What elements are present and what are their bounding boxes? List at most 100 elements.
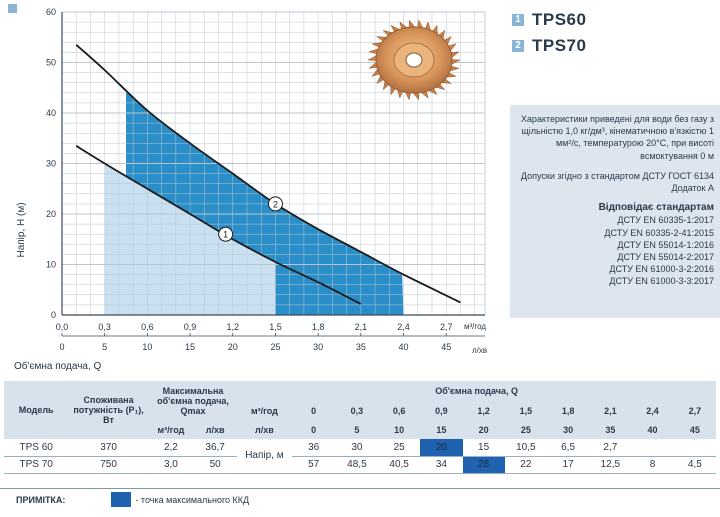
x-tick-label: 0,3 [98, 322, 111, 332]
head-cell: 6,5 [546, 439, 590, 457]
x2-tick-label: 10 [142, 342, 152, 352]
legend-item-tps60: 1 TPS60 [512, 10, 586, 30]
legend: 1 TPS60 2 TPS70 [512, 10, 586, 62]
head-cell: 15 [462, 439, 505, 457]
curve-marker-label: 1 [223, 230, 228, 240]
flow-lmin-cell: 15 [420, 420, 463, 439]
legend-label: TPS60 [532, 10, 587, 29]
flow-lmin-cell: 35 [589, 420, 632, 439]
head-cell: 36 [291, 439, 336, 457]
flow-m3-cell: 1,2 [462, 401, 505, 420]
head-label-cell: Напір, м [237, 439, 292, 474]
legend-number: 2 [512, 40, 524, 52]
performance-table: Модель Споживана потужність (P₁), Вт Мак… [4, 381, 716, 474]
curve-marker [267, 196, 283, 212]
curve-tps70 [75, 44, 461, 304]
x2-tick-label: 35 [356, 342, 366, 352]
performance-table-wrap: Модель Споживана потужність (P₁), Вт Мак… [4, 381, 716, 474]
flow-m3-cell: 0,6 [378, 401, 421, 420]
flow-lmin-cell: 20 [462, 420, 505, 439]
unit-lmin: л/хв [237, 420, 292, 439]
x2-tick-label: 30 [313, 342, 323, 352]
unit-m3: м³/год [237, 401, 292, 420]
x2-tick-label: 45 [441, 342, 451, 352]
head-cell: 25 [378, 439, 421, 457]
x2-unit-label: л/хв [472, 346, 487, 355]
flow-lmin-cell: 10 [378, 420, 421, 439]
head-cell: 48,5 [335, 456, 379, 474]
head-cell: 57 [291, 456, 336, 474]
curve-tps60 [75, 145, 362, 305]
x-axis-label: Об'ємна подача, Q [14, 360, 102, 372]
grid-lines [61, 11, 486, 316]
legend-number: 1 [512, 14, 524, 26]
legend-item-tps70: 2 TPS70 [512, 36, 586, 56]
x-tick-label: 2,4 [397, 322, 410, 332]
x-tick-label: 1,5 [269, 322, 282, 332]
curve-marker-label: 2 [273, 199, 278, 209]
flow-lmin-cell: 5 [335, 420, 379, 439]
x-tick-label: 0,0 [56, 322, 69, 332]
flow-m3-cell: 0,9 [420, 401, 463, 420]
standard-item: ДСТУ EN 61000-3-2:2016 [609, 264, 714, 275]
x2-tick-label: 20 [228, 342, 238, 352]
head-cell: 34 [420, 456, 463, 474]
x2-tick-label: 15 [185, 342, 195, 352]
x2-tick-label: 25 [270, 342, 280, 352]
flow-lmin-cell: 30 [546, 420, 590, 439]
qmax-m3-cell: 2,2 [148, 439, 194, 457]
y-tick-label: 50 [46, 58, 56, 68]
head-cell: 10,5 [504, 439, 547, 457]
qmax-m3-cell: 3,0 [148, 456, 194, 474]
x-tick-label: 1,8 [312, 322, 325, 332]
head-cell-max-efficiency: 20 [420, 439, 463, 457]
standard-item: ДСТУ EN 60335-1:2017 [617, 215, 714, 226]
standard-item: ДСТУ EN 55014-2:2017 [617, 252, 714, 263]
flow-m3-cell: 1,5 [504, 401, 547, 420]
note: ПРИМІТКА: - точка максимального ККД [16, 492, 249, 507]
model-cell: TPS 60 [4, 439, 69, 457]
qmax-unit-m3: м³/год [148, 420, 194, 439]
head-cell: 2,7 [589, 439, 632, 457]
head-cell: 17 [546, 456, 590, 474]
legend-label: TPS70 [532, 36, 587, 55]
head-cell: 30 [335, 439, 379, 457]
qmax-unit-lmin: л/хв [193, 420, 238, 439]
x-tick-label: 1,2 [227, 322, 240, 332]
x-tick-label: 0,9 [184, 322, 197, 332]
max-efficiency-swatch [111, 492, 132, 507]
standard-item: ДСТУ EN 60335-2-41:2015 [604, 227, 714, 238]
table-row: TPS 70 750 3,0 50 57 48,5 40,5 34 28 22 … [4, 456, 716, 474]
info-tolerances: Допуски згідно з стандартом ДСТУ ГОСТ 61… [520, 170, 714, 194]
info-panel: Характеристики приведені для води без га… [510, 105, 720, 318]
qmax-lmin-cell: 50 [193, 456, 238, 474]
y-tick-label: 40 [46, 108, 56, 118]
header-flow: Об'ємна подача, Q [237, 381, 716, 401]
head-cell [673, 439, 716, 457]
table-row: TPS 60 370 2,2 36,7 Напір, м 36 30 25 20… [4, 439, 716, 474]
header-power: Споживана потужність (P₁), Вт [68, 381, 149, 439]
power-cell: 750 [68, 456, 149, 474]
head-cell: 12,5 [589, 456, 632, 474]
flow-m3-cell: 1,8 [546, 401, 590, 420]
x-tick-label: 2,1 [355, 322, 368, 332]
flow-m3-cell: 0 [291, 401, 336, 420]
flow-m3-cell: 2,7 [673, 401, 716, 420]
y-tick-label: 20 [46, 209, 56, 219]
header-qmax: Максимальна об'ємна подача, Qmax [148, 381, 238, 420]
flow-lmin-cell: 40 [631, 420, 674, 439]
head-cell: 8 [631, 456, 674, 474]
y-tick-label: 30 [46, 159, 56, 169]
y-tick-label: 0 [51, 310, 56, 320]
flow-lmin-cell: 45 [673, 420, 716, 439]
curve-marker [218, 226, 234, 242]
flow-m3-cell: 2,4 [631, 401, 674, 420]
note-text: - точка максимального ККД [135, 494, 250, 505]
y-axis-label: Напір, Н (м) [16, 202, 27, 257]
standard-item: ДСТУ EN 61000-3-3:2017 [609, 276, 714, 287]
flow-lmin-cell: 25 [504, 420, 547, 439]
x-tick-label: 2,7 [440, 322, 453, 332]
header-model: Модель [4, 381, 69, 439]
x2-tick-label: 5 [102, 342, 107, 352]
